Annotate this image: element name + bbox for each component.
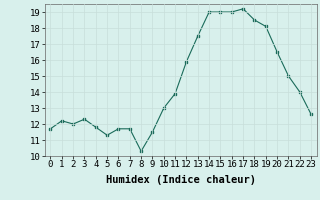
X-axis label: Humidex (Indice chaleur): Humidex (Indice chaleur) — [106, 175, 256, 185]
